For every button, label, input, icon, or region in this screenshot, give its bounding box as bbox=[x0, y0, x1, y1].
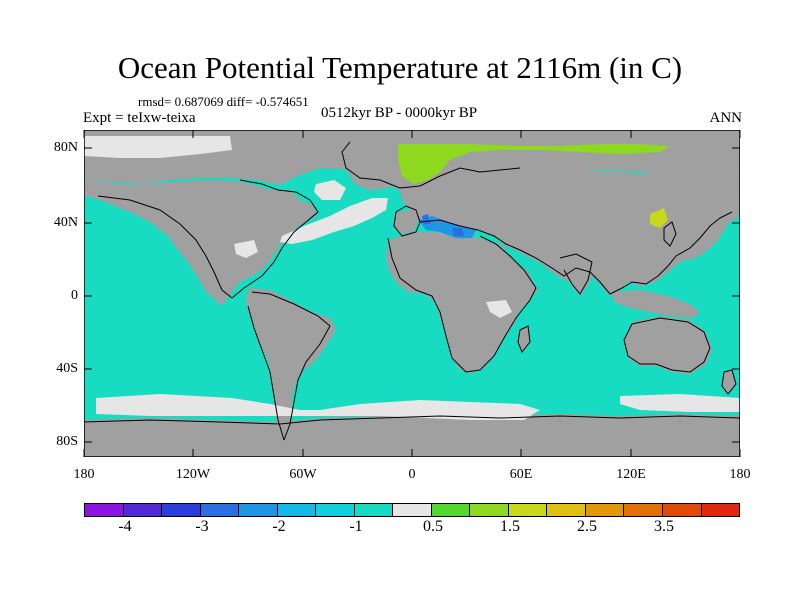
colorbar-label: -1 bbox=[349, 518, 363, 535]
lon-label-0: 0 bbox=[408, 467, 416, 482]
colorbar-swatch-9 bbox=[431, 504, 471, 516]
colorbar-swatch-2 bbox=[162, 504, 201, 516]
rmsd-diff-stats: rmsd= 0.687069 diff= -0.574651 bbox=[138, 94, 309, 109]
land-antarctica bbox=[84, 414, 740, 457]
map-title: Ocean Potential Temperature at 2116m (in… bbox=[117, 50, 683, 85]
colorbar-swatch-0 bbox=[85, 504, 124, 516]
land-australia bbox=[624, 316, 712, 374]
lon-label-180w: 180 bbox=[73, 467, 95, 482]
colorbar-label: 3.5 bbox=[654, 518, 674, 535]
colorbar-swatch-15 bbox=[662, 504, 702, 516]
anomaly-negative-east-med bbox=[452, 228, 464, 236]
colorbar bbox=[84, 503, 740, 517]
colorbar-swatch-14 bbox=[624, 504, 663, 516]
lat-label-0: 0 bbox=[71, 288, 78, 303]
colorbar-swatch-13 bbox=[585, 504, 625, 516]
anomaly-neutral-southern-ocean bbox=[96, 394, 540, 420]
anomaly-neutral-north-atlantic bbox=[280, 198, 388, 244]
colorbar-label: 2.5 bbox=[577, 518, 597, 535]
colorbar-label: 0.5 bbox=[423, 518, 443, 535]
colorbar-swatch-16 bbox=[701, 504, 740, 516]
colorbar-label: -4 bbox=[118, 518, 132, 535]
lon-label-60w: 60W bbox=[289, 467, 317, 482]
lat-label-80s: 80S bbox=[56, 434, 78, 449]
lat-label-40s: 40S bbox=[56, 361, 78, 376]
lon-label-60e: 60E bbox=[509, 467, 533, 482]
season-label: ANN bbox=[709, 110, 743, 126]
land-eurasia bbox=[400, 168, 740, 296]
anomaly-neutral-indian bbox=[486, 300, 512, 318]
experiment-label: Expt = teIxw-teixa bbox=[83, 110, 196, 126]
lon-label-120w: 120W bbox=[175, 467, 211, 482]
land-se-asia-islands bbox=[612, 290, 700, 318]
anomaly-neutral-gulf bbox=[234, 240, 258, 258]
colorbar-swatch-12 bbox=[547, 504, 586, 516]
colorbar-swatch-1 bbox=[123, 504, 163, 516]
land-greenland bbox=[340, 140, 402, 190]
colorbar-swatch-5 bbox=[277, 504, 317, 516]
lon-label-180e: 180 bbox=[729, 467, 751, 482]
anomaly-neutral-southern-ocean-east bbox=[620, 394, 740, 412]
anomaly-positive-sea-of-japan bbox=[650, 208, 668, 228]
colorbar-swatch-4 bbox=[239, 504, 278, 516]
land-south-america bbox=[246, 288, 336, 442]
colorbar-label: 1.5 bbox=[500, 518, 520, 535]
colorbar-label: -3 bbox=[195, 518, 209, 535]
colorbar-swatch-6 bbox=[316, 504, 355, 516]
land-north-america bbox=[84, 180, 318, 306]
colorbar-swatch-10 bbox=[470, 504, 509, 516]
colorbar-swatch-8 bbox=[393, 504, 432, 516]
anomaly-positive-nordic-seas bbox=[398, 144, 670, 184]
colorbar-swatch-3 bbox=[200, 504, 240, 516]
anomaly-neutral-labrador bbox=[314, 180, 346, 200]
period-label: 0512kyr BP - 0000kyr BP bbox=[321, 105, 478, 121]
colorbar-swatch-7 bbox=[354, 504, 394, 516]
land-india bbox=[560, 252, 596, 296]
colorbar-swatch-11 bbox=[508, 504, 548, 516]
anomaly-neutral-arctic bbox=[84, 136, 232, 158]
colorbar-label: -2 bbox=[272, 518, 286, 535]
lon-label-120e: 120E bbox=[616, 467, 646, 482]
lat-label-80n: 80N bbox=[53, 140, 78, 155]
land-africa bbox=[386, 232, 538, 374]
lat-label-40n: 40N bbox=[53, 215, 78, 230]
land-iberia bbox=[394, 210, 418, 234]
